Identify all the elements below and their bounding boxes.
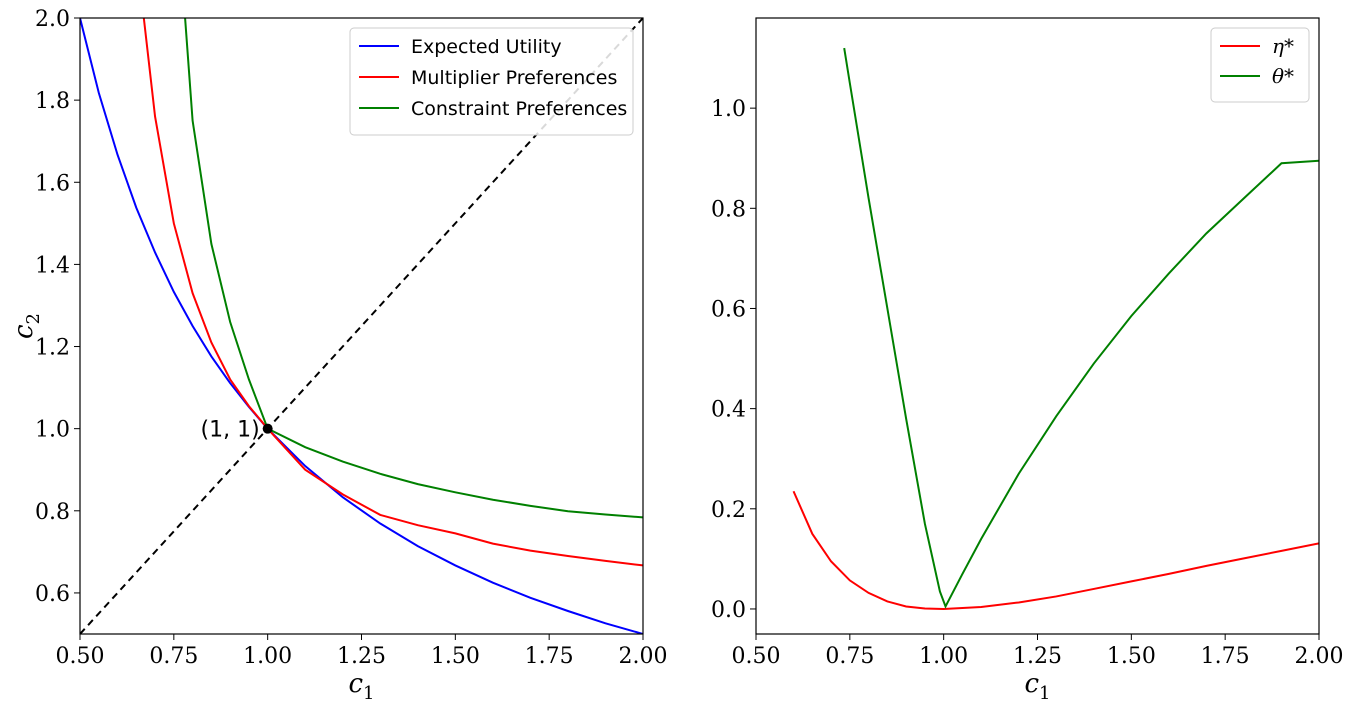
legend-box (1210, 27, 1310, 103)
series-line- (843, 47, 1319, 609)
legend-label-series: η* (1272, 34, 1294, 58)
left-chart-panel: (1, 1) 0.50 0.75 1.00 1.25 1.50 1.75 2.00 0.6 0.8… (9, 7, 667, 704)
series-line- (792, 490, 1319, 610)
annotation-label: (1, 1) (201, 418, 260, 443)
legend-box (349, 27, 634, 136)
x-tick-label: 1.25 (337, 644, 386, 669)
y-tick-label: 0.8 (35, 500, 70, 525)
series-line-constraint-preferences (184, 18, 643, 519)
x-tick-label: 1.50 (431, 644, 480, 669)
x-tick-label: 0.75 (149, 644, 198, 669)
legend-label-series: θ* (1272, 64, 1294, 88)
y-tick-label: 1.6 (35, 171, 70, 196)
x-tick-label: 1.75 (525, 644, 574, 669)
x-axis-label: c1 (348, 669, 374, 704)
legend: Expected Utility Multiplier Preferences Co… (349, 27, 634, 136)
x-tick-label: 1.50 (1107, 644, 1156, 669)
annotation-point (262, 423, 273, 434)
x-tick-label: 2.00 (619, 644, 668, 669)
y-tick-label: 0.0 (711, 598, 746, 623)
y-tick-label: 1.4 (35, 253, 70, 278)
x-tick-label: 2.00 (1295, 644, 1344, 669)
x-tick-label: 1.00 (919, 644, 968, 669)
legend: η* θ* (1210, 27, 1310, 103)
y-tick-label: 1.0 (711, 97, 746, 122)
y-tick-label: 0.8 (711, 197, 746, 222)
x-tick-label: 1.25 (1013, 644, 1062, 669)
y-tick-label: 1.8 (35, 89, 70, 114)
y-tick-label: 2.0 (35, 7, 70, 32)
x-tick-label: 1.00 (243, 644, 292, 669)
y-tick-label: 0.6 (711, 297, 746, 322)
y-tick-label: 0.2 (711, 498, 746, 523)
x-axis-label: c1 (1024, 669, 1050, 704)
x-tick-label: 0.50 (56, 644, 105, 669)
axes-frame (755, 17, 1320, 635)
y-tick-label: 1.0 (35, 418, 70, 443)
y-tick-label: 0.6 (35, 582, 70, 607)
x-tick-label: 0.50 (732, 644, 781, 669)
right-chart-panel: 0.50 0.75 1.00 1.25 1.50 1.75 2.00 0.0 0.2 0.4 0.6… (711, 17, 1344, 704)
y-tick-label: 1.2 (35, 336, 70, 361)
y-axis-label: c2 (9, 313, 44, 339)
legend-label-constraint-preferences: Constraint Preferences (411, 98, 627, 120)
series-group (792, 47, 1319, 610)
legend-label-multiplier-preferences: Multiplier Preferences (411, 67, 617, 89)
y-tick-label: 0.4 (711, 398, 746, 423)
x-tick-label: 1.75 (1201, 644, 1250, 669)
series-line-multiplier-preferences (142, 18, 643, 567)
legend-label-expected-utility: Expected Utility (411, 36, 562, 58)
x-tick-label: 0.75 (825, 644, 874, 669)
